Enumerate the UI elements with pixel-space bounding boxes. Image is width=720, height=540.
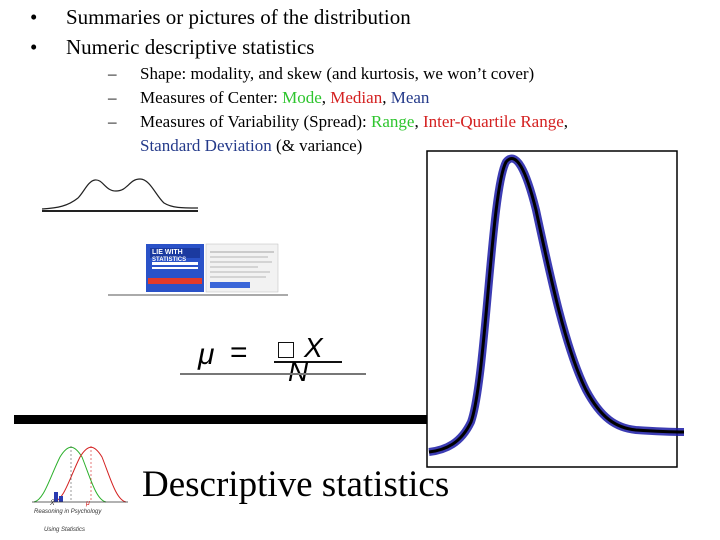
thumb-label-xbar: X̄ xyxy=(50,500,55,507)
bullet-numeric: • Numeric descriptive statistics – Shape… xyxy=(30,32,690,158)
center-sep1: , xyxy=(321,88,331,107)
sub-bullet-dash: – xyxy=(108,112,117,131)
bullet-dot: • xyxy=(30,35,38,59)
course-logo-thumbnail: X̄ μ Reasoning in Psychology Using Stati… xyxy=(30,432,130,538)
variability-suffix: (& variance) xyxy=(271,136,363,155)
mean-formula-image: μ = X N xyxy=(180,332,366,386)
book-title-top: LIE WITH xyxy=(152,249,183,256)
variability-sep1: , xyxy=(414,112,423,131)
bullet-summaries: • Summaries or pictures of the distribut… xyxy=(30,2,690,32)
center-prefix: Measures of Center: xyxy=(140,88,283,107)
term-mean: Mean xyxy=(390,88,430,107)
slide-title: Descriptive statistics xyxy=(142,464,450,505)
thumb-caption-2: Using Statistics xyxy=(44,527,86,533)
formula-denominator: N xyxy=(288,356,309,387)
sub-bullet-variability: – Measures of Variability (Spread): Rang… xyxy=(66,110,690,158)
term-iqr: Inter-Quartile Range xyxy=(422,112,564,131)
skewed-distribution-image xyxy=(426,150,685,468)
bimodal-curve-image xyxy=(41,178,199,212)
book-cover-graphic xyxy=(108,243,288,296)
formula-mu: μ xyxy=(198,338,215,371)
book-title-bottom: STATISTICS xyxy=(152,257,187,263)
variability-sep2: , xyxy=(563,112,568,131)
term-median: Median xyxy=(330,88,383,107)
book-cover-image: LIE WITH STATISTICS xyxy=(108,240,288,296)
formula-equals: = xyxy=(230,336,248,369)
bullet-list: • Summaries or pictures of the distribut… xyxy=(30,2,690,158)
title-divider xyxy=(14,415,440,424)
sub-bullet-dash: – xyxy=(108,64,117,83)
normal-curves-graphic xyxy=(32,446,128,503)
formula-underline xyxy=(180,373,366,375)
sub-bullet-shape: – Shape: modality, and skew (and kurtosi… xyxy=(66,62,690,86)
term-range: Range xyxy=(371,112,415,131)
sub-bullet-center: – Measures of Center: Mode, Median, Mean xyxy=(66,86,690,110)
center-sep2: , xyxy=(382,88,391,107)
bullet-dot: • xyxy=(30,5,38,29)
formula-numerator: X xyxy=(304,332,323,363)
thumb-caption-1: Reasoning in Psychology xyxy=(34,509,102,515)
variability-prefix: Measures of Variability (Spread): xyxy=(140,112,372,131)
bullet-numeric-text: Numeric descriptive statistics xyxy=(66,35,315,59)
formula-fraction-bar xyxy=(274,361,342,363)
term-sd: Standard Deviation xyxy=(140,136,272,155)
bullet-summaries-text: Summaries or pictures of the distributio… xyxy=(66,5,411,29)
thumb-label-mu: μ xyxy=(86,500,90,507)
sub-bullet-shape-text: Shape: modality, and skew (and kurtosis,… xyxy=(140,64,535,83)
sub-bullet-list: – Shape: modality, and skew (and kurtosi… xyxy=(66,62,690,158)
sigma-box-icon xyxy=(278,342,294,358)
sub-bullet-dash: – xyxy=(108,88,117,107)
term-mode: Mode xyxy=(282,88,322,107)
